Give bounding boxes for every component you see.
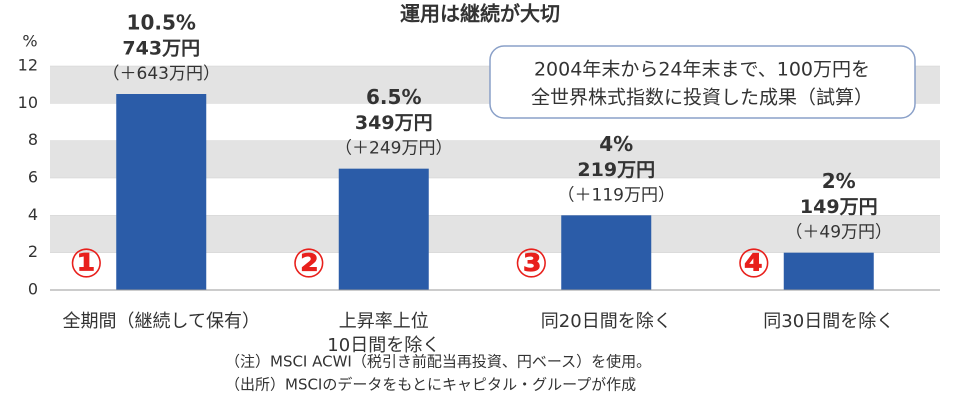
y-tick-label: 4 — [28, 205, 38, 224]
bar — [116, 94, 207, 290]
annotation-line: 2004年末から24年末まで、100万円を — [534, 59, 870, 81]
gain-label: （＋49万円） — [785, 223, 892, 243]
y-unit: % — [22, 32, 37, 51]
annotation-line: 全世界株式指数に投資した成果（試算） — [531, 87, 873, 109]
amount-label: 219万円 — [577, 159, 655, 181]
bar — [783, 252, 874, 290]
chart-title: 運用は継続が大切 — [400, 2, 560, 26]
amount-label: 149万円 — [800, 196, 878, 218]
gain-label: （＋249万円） — [335, 139, 452, 159]
x-tick-label: 全期間（継続して保有） — [63, 311, 260, 332]
x-tick-label: 同20日間を除く — [541, 311, 672, 332]
gain-label: （＋643万円） — [103, 64, 220, 84]
value-label: 2% — [822, 169, 856, 193]
y-tick-label: 10 — [18, 93, 38, 112]
y-tick-label: 6 — [28, 168, 38, 187]
note: （出所）MSCIのデータをもとにキャピタル・グループが作成 — [225, 376, 636, 394]
bar — [338, 168, 429, 290]
y-tick-label: 2 — [28, 242, 38, 261]
marker: ① — [69, 241, 103, 287]
y-tick-label: 0 — [28, 280, 38, 299]
x-tick-label: 上昇率上位 10日間を除く — [327, 311, 440, 356]
annotation-box — [489, 45, 916, 119]
y-tick-label: 8 — [28, 130, 38, 149]
value-label: 6.5% — [366, 85, 421, 109]
bar — [561, 215, 652, 290]
marker: ② — [292, 241, 326, 287]
marker: ③ — [514, 241, 548, 287]
marker: ④ — [737, 241, 771, 287]
note: （注）MSCI ACWI（税引き前配当再投資、円ベース）を使用。 — [225, 353, 651, 371]
y-tick-label: 12 — [18, 56, 38, 75]
x-tick-label: 同30日間を除く — [763, 311, 894, 332]
gain-label: （＋119万円） — [558, 185, 675, 205]
amount-label: 349万円 — [355, 112, 433, 134]
value-label: 10.5% — [127, 11, 196, 35]
amount-label: 743万円 — [122, 38, 200, 60]
value-label: 4% — [599, 132, 633, 156]
